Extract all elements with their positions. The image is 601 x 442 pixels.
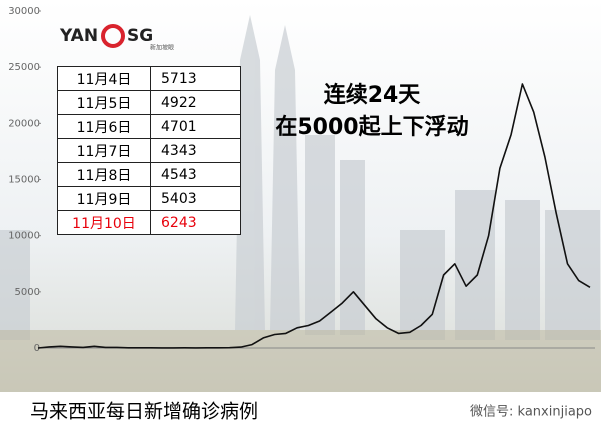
date: 11月4日 [57,66,151,91]
case-count: 4343 [150,138,241,163]
table-row: 11月7日 4343 [57,138,241,163]
date: 11月10日 [57,210,151,235]
y-tick-label: 15000 [8,175,40,186]
y-tick-label: 0 [34,343,40,354]
case-count: 5713 [150,66,241,91]
case-count: 5403 [150,186,241,211]
logo-sub: 新加坡眼 [150,44,174,52]
table-row: 11月6日 4701 [57,114,241,139]
date: 11月9日 [57,186,151,211]
y-tick-label: 5000 [15,287,40,298]
annotation: 在5000起上下浮动 [275,114,468,140]
case-count: 4543 [150,162,241,187]
caption-bg [0,392,601,442]
date: 11月6日 [57,114,151,139]
case-count: 6243 [150,210,241,235]
annotation: 连续24天 [324,82,422,108]
y-tick-label: 20000 [8,118,40,129]
case-count: 4922 [150,90,241,115]
table-row: 11月4日 5713 [57,66,241,91]
line [37,83,591,349]
table-row: 11月8日 4543 [57,162,241,187]
date: 11月8日 [57,162,151,187]
watermark: 微信号: kanxinjiapo [470,405,592,420]
case-count: 4701 [150,114,241,139]
data-table: 11月4日 5713 11月5日 4922 11月6日 4701 11月7日 4343 11月8… [57,66,241,235]
date: 11月7日 [57,138,151,163]
y-tick-label: 10000 [8,231,40,242]
table-row: 11月5日 4922 [57,90,241,115]
logo-left: YAN [59,26,98,46]
y-tick-label: 30000 [8,6,40,17]
table-row: 11月10日 6243 [57,210,241,235]
logo-icon [101,24,125,48]
logo-right: SG [127,26,153,46]
skyline [0,15,600,340]
table-row: 11月9日 5403 [57,186,241,211]
y-tick-label: 25000 [8,62,40,73]
caption: 马来西亚每日新增确诊病例 [30,401,258,423]
date: 11月5日 [57,90,151,115]
ground [0,330,601,392]
